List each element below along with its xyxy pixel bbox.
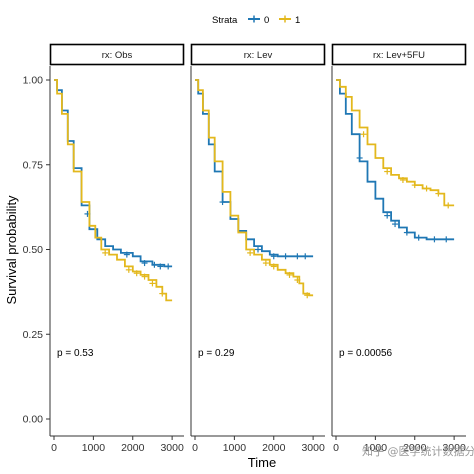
x-tick-label: 3000 xyxy=(442,442,466,454)
censor-mark xyxy=(294,253,301,260)
legend-entry-0: 0 xyxy=(248,15,269,26)
censor-mark xyxy=(423,185,430,192)
x-tick-label: 0 xyxy=(51,442,57,454)
survival-curve-strata-0 xyxy=(54,79,173,268)
censor-mark xyxy=(431,236,438,243)
censor-mark xyxy=(102,249,109,256)
y-tick-label: 1.00 xyxy=(23,75,44,87)
x-axis-title: Time xyxy=(248,455,276,470)
censor-mark xyxy=(445,202,452,209)
censor-mark xyxy=(411,182,418,189)
censor-mark xyxy=(415,234,422,241)
survival-curve-strata-1 xyxy=(195,79,314,297)
x-tick-label: 2000 xyxy=(121,442,145,454)
censor-mark xyxy=(133,270,140,277)
censor-mark xyxy=(123,251,130,258)
survival-curve-strata-1 xyxy=(336,79,455,207)
censor-mark xyxy=(356,154,363,161)
censor-mark xyxy=(159,290,166,297)
survival-curve-strata-0 xyxy=(195,79,314,258)
x-tick-label: 1000 xyxy=(82,442,106,454)
y-tick-label: 0.00 xyxy=(23,414,44,426)
censor-mark xyxy=(392,221,399,228)
y-tick-label: 0.50 xyxy=(23,244,44,256)
censor-mark xyxy=(384,212,391,219)
facet-panel-3: rx: Lev+5FU 0 1000 2000 3000 p = 0.00056 xyxy=(331,43,467,454)
legend-entry-1: 1 xyxy=(279,15,300,26)
censor-mark xyxy=(399,177,406,184)
x-tick-label: 0 xyxy=(192,442,198,454)
censor-mark xyxy=(270,263,277,270)
y-tick-label: 0.25 xyxy=(23,329,44,341)
facet-panel-1: rx: Obs 0 1000 2000 3000 p = 0.53 xyxy=(49,43,185,454)
censor-mark xyxy=(219,199,226,206)
censor-mark xyxy=(141,260,148,267)
censor-mark xyxy=(302,253,309,260)
p-value-label: p = 0.00056 xyxy=(339,348,393,359)
censor-mark xyxy=(125,266,132,273)
y-tick-label: 0.75 xyxy=(23,159,44,171)
censor-mark xyxy=(294,277,301,284)
censor-mark xyxy=(141,273,148,280)
censor-mark xyxy=(255,246,261,253)
censor-mark xyxy=(157,263,164,270)
censor-mark xyxy=(270,253,277,260)
y-axis-title: Survival probability xyxy=(4,195,19,305)
facet-strip xyxy=(49,43,185,66)
facet-strip-label: rx: Lev+5FU xyxy=(373,50,425,61)
facet-panels: rx: Obs 0 1000 2000 3000 p = 0.53 rx: Lev 0 1000… xyxy=(49,43,467,454)
x-tick-label: 3000 xyxy=(160,442,184,454)
facet-strip-label: rx: Lev xyxy=(244,50,273,61)
x-tick-label: 0 xyxy=(333,442,339,454)
facet-strip xyxy=(190,43,326,66)
censor-mark xyxy=(262,260,269,267)
censor-mark xyxy=(304,292,311,299)
x-tick-label: 2000 xyxy=(403,442,427,454)
survival-curve-strata-1 xyxy=(54,79,173,302)
censor-mark xyxy=(247,249,254,256)
censor-mark xyxy=(384,168,391,175)
censor-mark xyxy=(286,271,293,278)
censor-mark xyxy=(165,263,172,270)
facet-strip xyxy=(331,43,467,66)
censor-mark xyxy=(403,229,410,236)
censor-mark xyxy=(443,236,450,243)
facet-strip-label: rx: Obs xyxy=(102,50,133,61)
legend-title: Strata xyxy=(212,15,238,26)
x-tick-label: 2000 xyxy=(262,442,286,454)
censor-mark xyxy=(151,261,158,268)
legend-label: 0 xyxy=(264,15,269,26)
p-value-label: p = 0.53 xyxy=(57,348,94,359)
y-axis: 0.00 0.25 0.50 0.75 1.00 xyxy=(23,66,51,436)
legend: Strata 0 1 xyxy=(212,15,300,26)
facet-panel-2: rx: Lev 0 1000 2000 3000 p = 0.29 xyxy=(190,43,326,454)
p-value-label: p = 0.29 xyxy=(198,348,235,359)
censor-mark xyxy=(435,190,442,197)
censor-mark xyxy=(360,131,367,138)
watermark-text: 知乎 @医学统计数据分析 xyxy=(362,444,474,458)
x-tick-label: 3000 xyxy=(301,442,325,454)
legend-label: 1 xyxy=(295,15,300,26)
censor-mark xyxy=(149,280,156,287)
censor-mark xyxy=(282,253,289,260)
survival-curve-strata-0 xyxy=(336,79,455,241)
x-tick-label: 1000 xyxy=(223,442,247,454)
x-tick-label: 1000 xyxy=(364,442,388,454)
